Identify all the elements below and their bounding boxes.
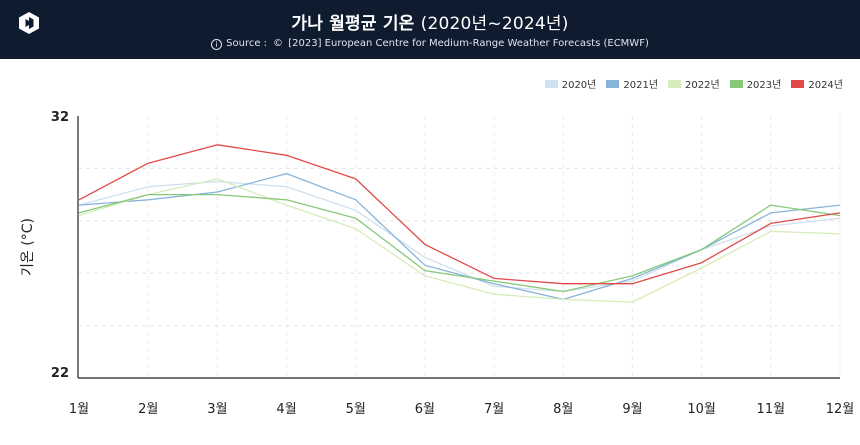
x-tick-label: 8월 <box>553 402 573 417</box>
legend-label: 2020년 <box>561 80 597 91</box>
legend-swatch <box>668 79 682 88</box>
copyright-icon: © <box>273 38 284 49</box>
series-line-2024년 <box>78 144 841 285</box>
legend-label: 2021년 <box>623 80 659 91</box>
legend-item[interactable]: 2020년 <box>544 76 597 91</box>
chart-legend: 2020년 2021년 2022년 2023년 2024년 <box>544 76 843 91</box>
x-tick-label: 10월 <box>687 402 716 417</box>
legend-item[interactable]: 2024년 <box>791 76 843 91</box>
series-line-2021년 <box>78 172 841 301</box>
legend-label: 2022년 <box>685 80 720 91</box>
x-tick-label: 9월 <box>622 402 642 417</box>
info-icon: i <box>211 39 223 50</box>
x-tick-label: 12월 <box>826 402 855 417</box>
x-tick-label: 1월 <box>69 402 89 417</box>
source-text: [2023] European Centre for Medium-Range … <box>288 38 649 49</box>
chart-title: 가나 월평균 기온 (2020년~2024년) <box>0 9 860 34</box>
legend-item[interactable]: 2021년 <box>606 76 658 91</box>
legend-swatch <box>606 79 620 88</box>
x-tick-label: 5월 <box>346 402 366 417</box>
legend-item[interactable]: 2023년 <box>729 76 782 91</box>
legend-swatch <box>544 79 558 88</box>
x-tick-label: 3월 <box>207 402 227 417</box>
legend-label: 2023년 <box>746 80 782 91</box>
y-tick-label: 22 <box>51 366 69 381</box>
legend-swatch <box>729 79 743 88</box>
series-line-2022년 <box>78 178 841 303</box>
x-tick-label: 11월 <box>757 402 786 417</box>
y-axis-label: 기온 (°C) <box>20 218 36 276</box>
source-line: i Source : © [2023] European Centre for Me… <box>0 38 860 50</box>
x-tick-label: 6월 <box>415 402 435 417</box>
chart-header: 가나 월평균 기온 (2020년~2024년) i Source : © [2023… <box>0 0 860 59</box>
legend-swatch <box>791 79 805 88</box>
legend-item[interactable]: 2022년 <box>668 76 720 91</box>
x-tick-label: 2월 <box>138 402 158 417</box>
y-tick-label: 32 <box>51 110 69 125</box>
x-tick-label: 7월 <box>484 402 504 417</box>
legend-label: 2024년 <box>808 80 843 91</box>
x-tick-label: 4월 <box>276 402 296 417</box>
chart-title-period: (2020년~2024년) <box>420 14 569 34</box>
source-prefix: Source : <box>226 38 268 49</box>
chart-title-main: 가나 월평균 기온 <box>291 14 415 34</box>
series-line-2020년 <box>78 180 841 293</box>
series-line-2023년 <box>78 193 841 293</box>
app-logo-icon[interactable] <box>17 11 41 35</box>
